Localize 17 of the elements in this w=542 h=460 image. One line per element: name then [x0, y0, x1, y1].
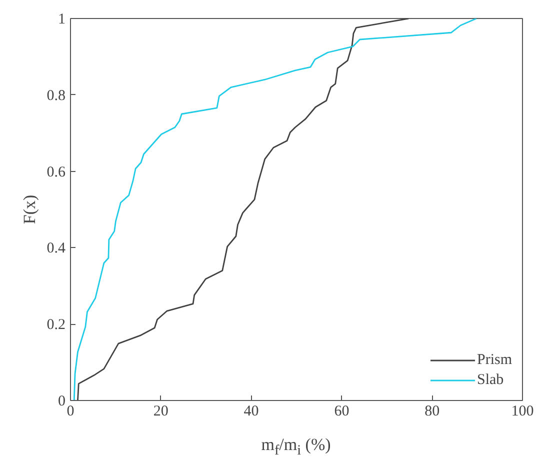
y-tick-label: 0 [58, 394, 66, 410]
legend-label: Slab [476, 372, 504, 388]
x-axis-title: m$_{f}$/m$_{i}$ (%) [261, 434, 331, 460]
y-tick-label: 0.6 [46, 164, 66, 180]
line-series [73, 18, 478, 400]
legend-label: Prism [476, 352, 512, 368]
x-tick-label: 20 [153, 404, 168, 420]
y-tick-label: 0.4 [46, 240, 66, 257]
x-tick-label: 100 [511, 404, 534, 420]
x-tick-label: 60 [334, 404, 350, 420]
y-tick-label: 0.8 [46, 88, 66, 104]
y-tick-label: 0.2 [46, 317, 66, 334]
x-tick-label: 80 [424, 404, 440, 420]
line-series [77, 18, 410, 400]
x-tick-label: 40 [244, 404, 259, 420]
y-axis-title: F(x) [20, 194, 39, 224]
y-tick-label: 1 [58, 12, 66, 28]
